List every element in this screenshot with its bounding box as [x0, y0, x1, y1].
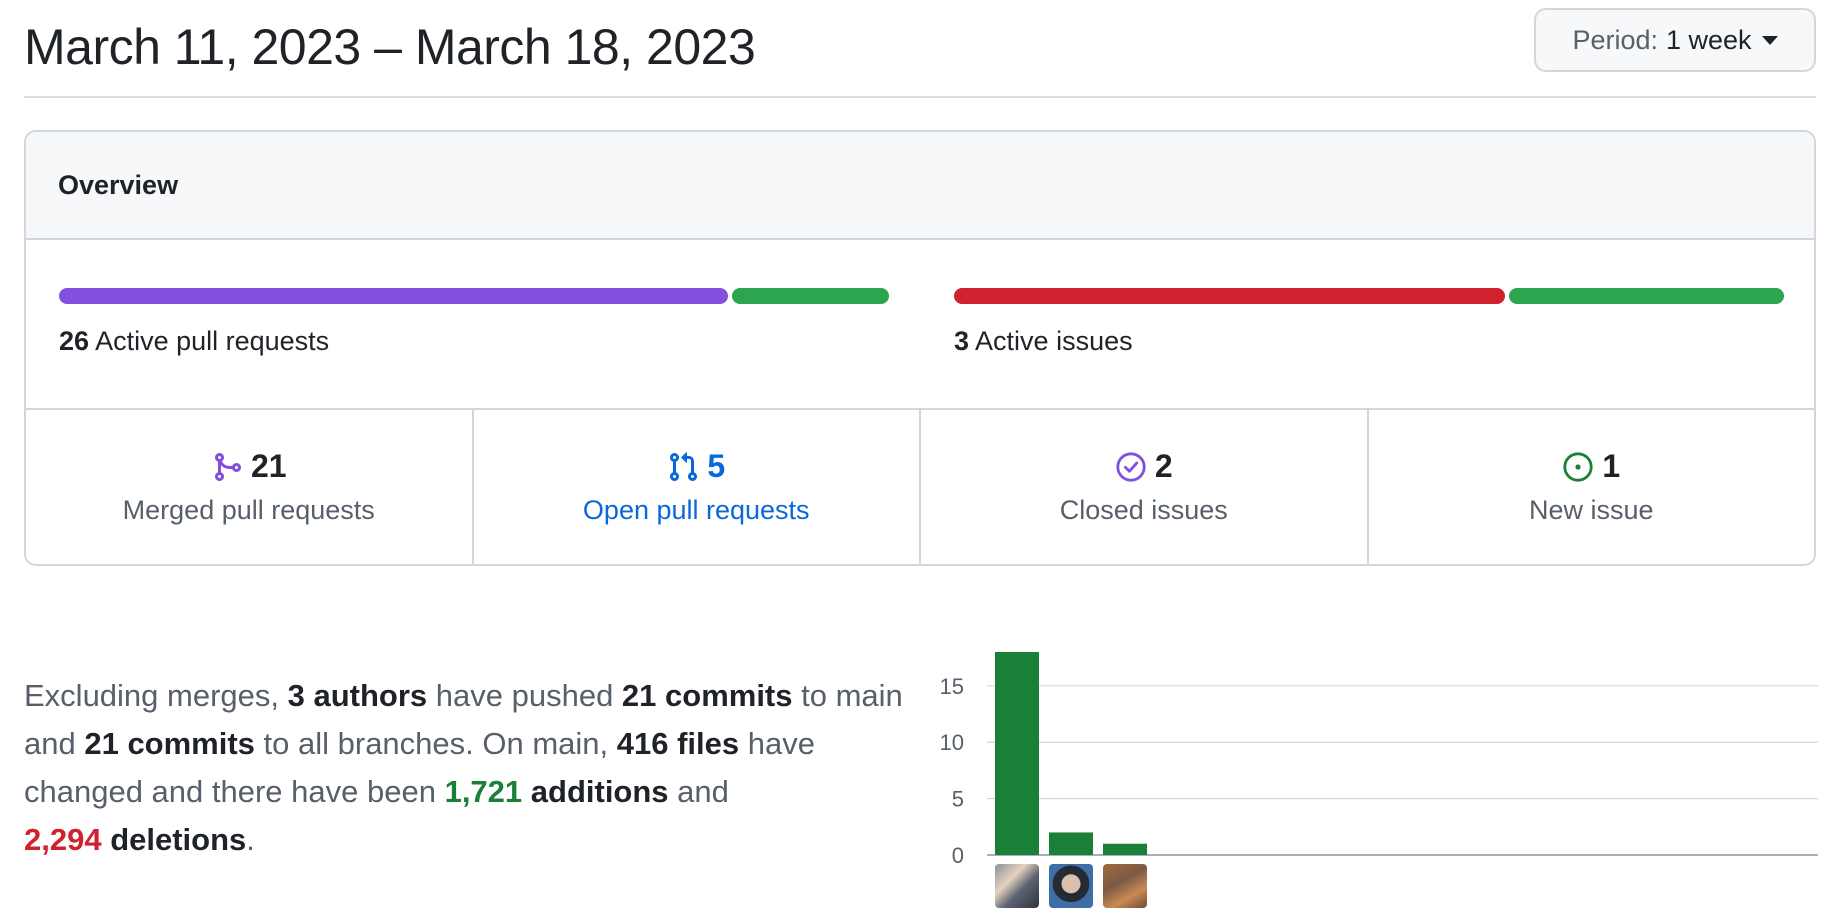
overview-title: Overview [26, 132, 1814, 240]
overview-bars: 26 Active pull requests 3 Active issues [26, 240, 1814, 410]
git-merge-icon [214, 452, 241, 481]
y-tick-label: 5 [952, 787, 964, 812]
summary-text: to all branches. On main, [254, 726, 617, 761]
pull-requests-summary: 26 Active pull requests [59, 288, 889, 357]
files-changed-count: 416 files [616, 726, 740, 761]
authors-count: 3 authors [287, 678, 428, 713]
period-dropdown-button[interactable]: Period: 1 week [1534, 8, 1816, 72]
active-issues-count: 3 [954, 326, 970, 356]
additions-label: additions [522, 774, 669, 809]
closed-label: Closed issues [1059, 495, 1228, 525]
page-header: March 11, 2023 – March 18, 2023 Period: … [24, 0, 1816, 98]
closed-segment [954, 288, 1505, 304]
new-segment [1508, 288, 1784, 304]
new-label: New issue [1528, 495, 1654, 525]
new-count: 1 [1602, 448, 1621, 484]
commits-main-count: 21 commits [621, 678, 793, 713]
summary-text: . [246, 822, 255, 857]
overview-panel: Overview 26 Active pull requests 3 Activ… [24, 130, 1816, 566]
summary-text: have changed and there have been [24, 726, 815, 809]
git-pull-request-icon [670, 451, 698, 481]
commits-all-count: 21 commits [84, 726, 255, 761]
summary-text: have pushed [427, 678, 622, 713]
deletions-label: deletions [101, 822, 247, 857]
additions-count: 1,721 [444, 774, 523, 809]
commit-summary: Excluding merges, 3 authors have pushed … [24, 672, 924, 864]
issues-ratio-bar [954, 288, 1784, 304]
summary-text: Excluding merges, [24, 678, 288, 713]
overview-stats: 21 Merged pull requests 5 Open pull requ… [26, 410, 1814, 564]
issue-opened-icon [1563, 451, 1593, 482]
avatar[interactable] [1103, 864, 1147, 908]
avatar[interactable] [1049, 864, 1093, 908]
active-issues-text: Active issues [975, 326, 1133, 356]
commit-bar[interactable] [1049, 832, 1093, 855]
commit-bar-chart: 0 5 10 15 [940, 652, 1818, 868]
contributors-commit-chart: 0 5 10 15 [930, 640, 1820, 916]
commit-bar[interactable] [995, 652, 1039, 855]
active-pull-requests-count: 26 [59, 326, 90, 356]
period-label: Period: [1572, 24, 1658, 55]
summary-text: to main and [24, 678, 903, 761]
stat-closed-issues[interactable]: 2 Closed issues [921, 410, 1369, 564]
issue-closed-icon [1116, 451, 1146, 482]
y-tick-label: 15 [940, 674, 964, 699]
avatar[interactable] [995, 864, 1039, 908]
date-range-title: March 11, 2023 – March 18, 2023 [24, 19, 756, 75]
stat-merged-pull-requests[interactable]: 21 Merged pull requests [26, 410, 474, 564]
active-pull-requests-label: 26 Active pull requests [59, 326, 889, 357]
pull-requests-ratio-bar [59, 288, 889, 304]
stat-open-pull-requests[interactable]: 5 Open pull requests [474, 410, 921, 564]
summary-text: and [668, 774, 729, 809]
closed-count: 2 [1154, 448, 1173, 484]
period-value: 1 week [1666, 24, 1752, 55]
merged-label: Merged pull requests [122, 495, 375, 525]
caret-down-icon [1761, 35, 1778, 45]
y-tick-label: 10 [940, 730, 964, 755]
issues-summary: 3 Active issues [954, 288, 1784, 357]
open-label: Open pull requests [582, 495, 810, 525]
stat-new-issue[interactable]: 1 New issue [1369, 410, 1815, 564]
y-tick-label: 0 [952, 843, 964, 868]
merged-segment [59, 288, 729, 304]
open-count: 5 [707, 448, 726, 484]
commit-bar[interactable] [1103, 843, 1147, 855]
merged-count: 21 [250, 448, 287, 484]
open-segment [732, 288, 889, 304]
deletions-count: 2,294 [24, 822, 102, 857]
active-pull-requests-text: Active pull requests [95, 326, 330, 356]
active-issues-label: 3 Active issues [954, 326, 1784, 357]
